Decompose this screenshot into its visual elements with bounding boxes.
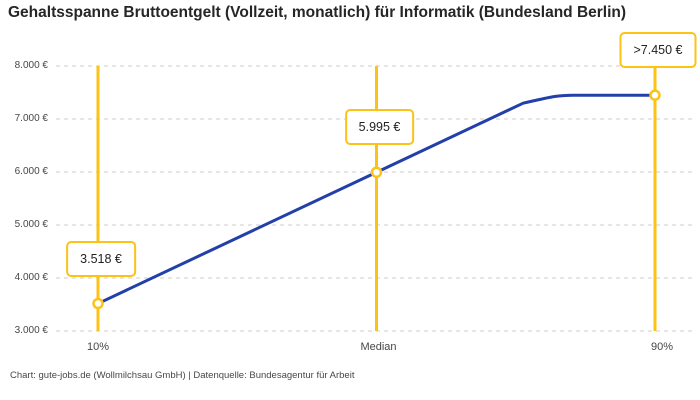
data-point <box>370 166 383 179</box>
salary-series-line <box>97 93 655 305</box>
chart-footer: Chart: gute-jobs.de (Wollmilchsau GmbH) … <box>10 370 355 381</box>
value-label: 3.518 € <box>66 240 136 277</box>
data-point <box>649 89 661 101</box>
y-axis-label: 8.000 € <box>14 60 48 71</box>
x-axis-label: 90% <box>650 341 674 353</box>
x-axis-label: Median <box>360 341 397 353</box>
y-axis-label: 5.000 € <box>14 219 48 230</box>
value-label: >7.450 € <box>619 32 697 69</box>
value-label: 5.995 € <box>344 109 415 146</box>
x-axis-label: 10% <box>86 341 110 353</box>
y-axis-label: 4.000 € <box>14 272 48 283</box>
y-axis-label: 6.000 € <box>14 166 48 177</box>
y-axis-label: 7.000 € <box>14 113 48 124</box>
data-point <box>92 297 104 310</box>
y-axis-label: 3.000 € <box>14 325 48 336</box>
chart-title: Gehaltsspanne Bruttoentgelt (Vollzeit, m… <box>8 4 627 21</box>
